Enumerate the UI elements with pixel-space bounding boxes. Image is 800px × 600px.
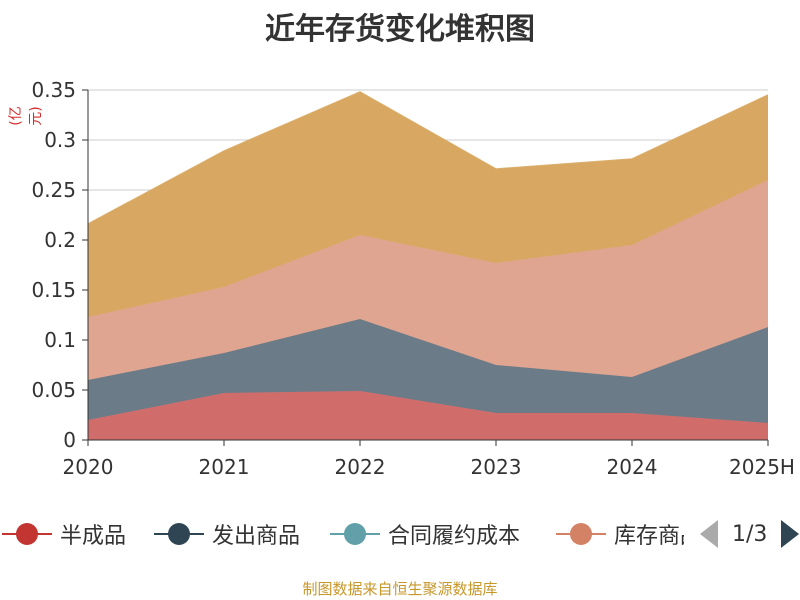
legend-page-indicator: 1/3 [732,521,768,547]
y-tick-label: 0.3 [44,128,76,152]
legend-marker-icon [2,520,52,548]
y-tick-label: 0.05 [31,378,76,402]
legend-label: 合同履约成本 [388,524,521,549]
legend-item-shipped-goods[interactable]: 发出商品 [154,516,300,552]
y-tick-label: 0.25 [31,178,76,202]
y-tick-label: 0 [63,428,76,452]
area-series-line-3 [87,91,769,225]
next-page-icon[interactable] [781,520,800,548]
y-tick-label: 0.2 [44,228,76,252]
x-tick-label: 2020 [63,455,114,479]
legend-item-semi-finished[interactable]: 半成品 [2,516,126,552]
legend: 半成品 发出商品 合同履约成本 库存商品 [0,516,800,556]
legend-label: 发出商品 [212,524,301,549]
legend-pager: 1/3 [700,516,800,552]
legend-marker-icon [556,520,606,548]
legend-marker-icon [330,520,380,548]
y-tick-label: 0.1 [44,328,76,352]
y-tick-label: 0.15 [31,278,76,302]
area-series-2 [88,180,768,380]
stacked-area-chart: 0 0.05 0.1 0.15 0.2 0.25 0.3 0.35 2020 2021 2022 20… [31,78,795,479]
data-source-footer: 制图数据来自恒生聚源数据库 [302,580,498,598]
area-series-3 [88,92,768,317]
chart-title: 近年存货变化堆积图 [265,12,535,47]
legend-item-contract-cost[interactable]: 合同履约成本 [330,516,520,552]
legend-marker-icon [154,520,204,548]
previous-page-icon[interactable] [700,520,718,548]
legend-item-inventory-goods[interactable]: 库存商品 [556,516,684,552]
y-tick-label: 0.35 [31,78,76,102]
x-tick-label: 2024 [607,455,658,479]
x-tick-label: 2021 [199,455,250,479]
legend-label: 半成品 [60,524,127,549]
legend-label: 库存商品 [614,524,684,549]
x-tick-label: 2023 [471,455,522,479]
x-tick-label: 2022 [335,455,386,479]
x-tick-label: 2025H [729,455,795,479]
area-series-0 [88,391,768,440]
